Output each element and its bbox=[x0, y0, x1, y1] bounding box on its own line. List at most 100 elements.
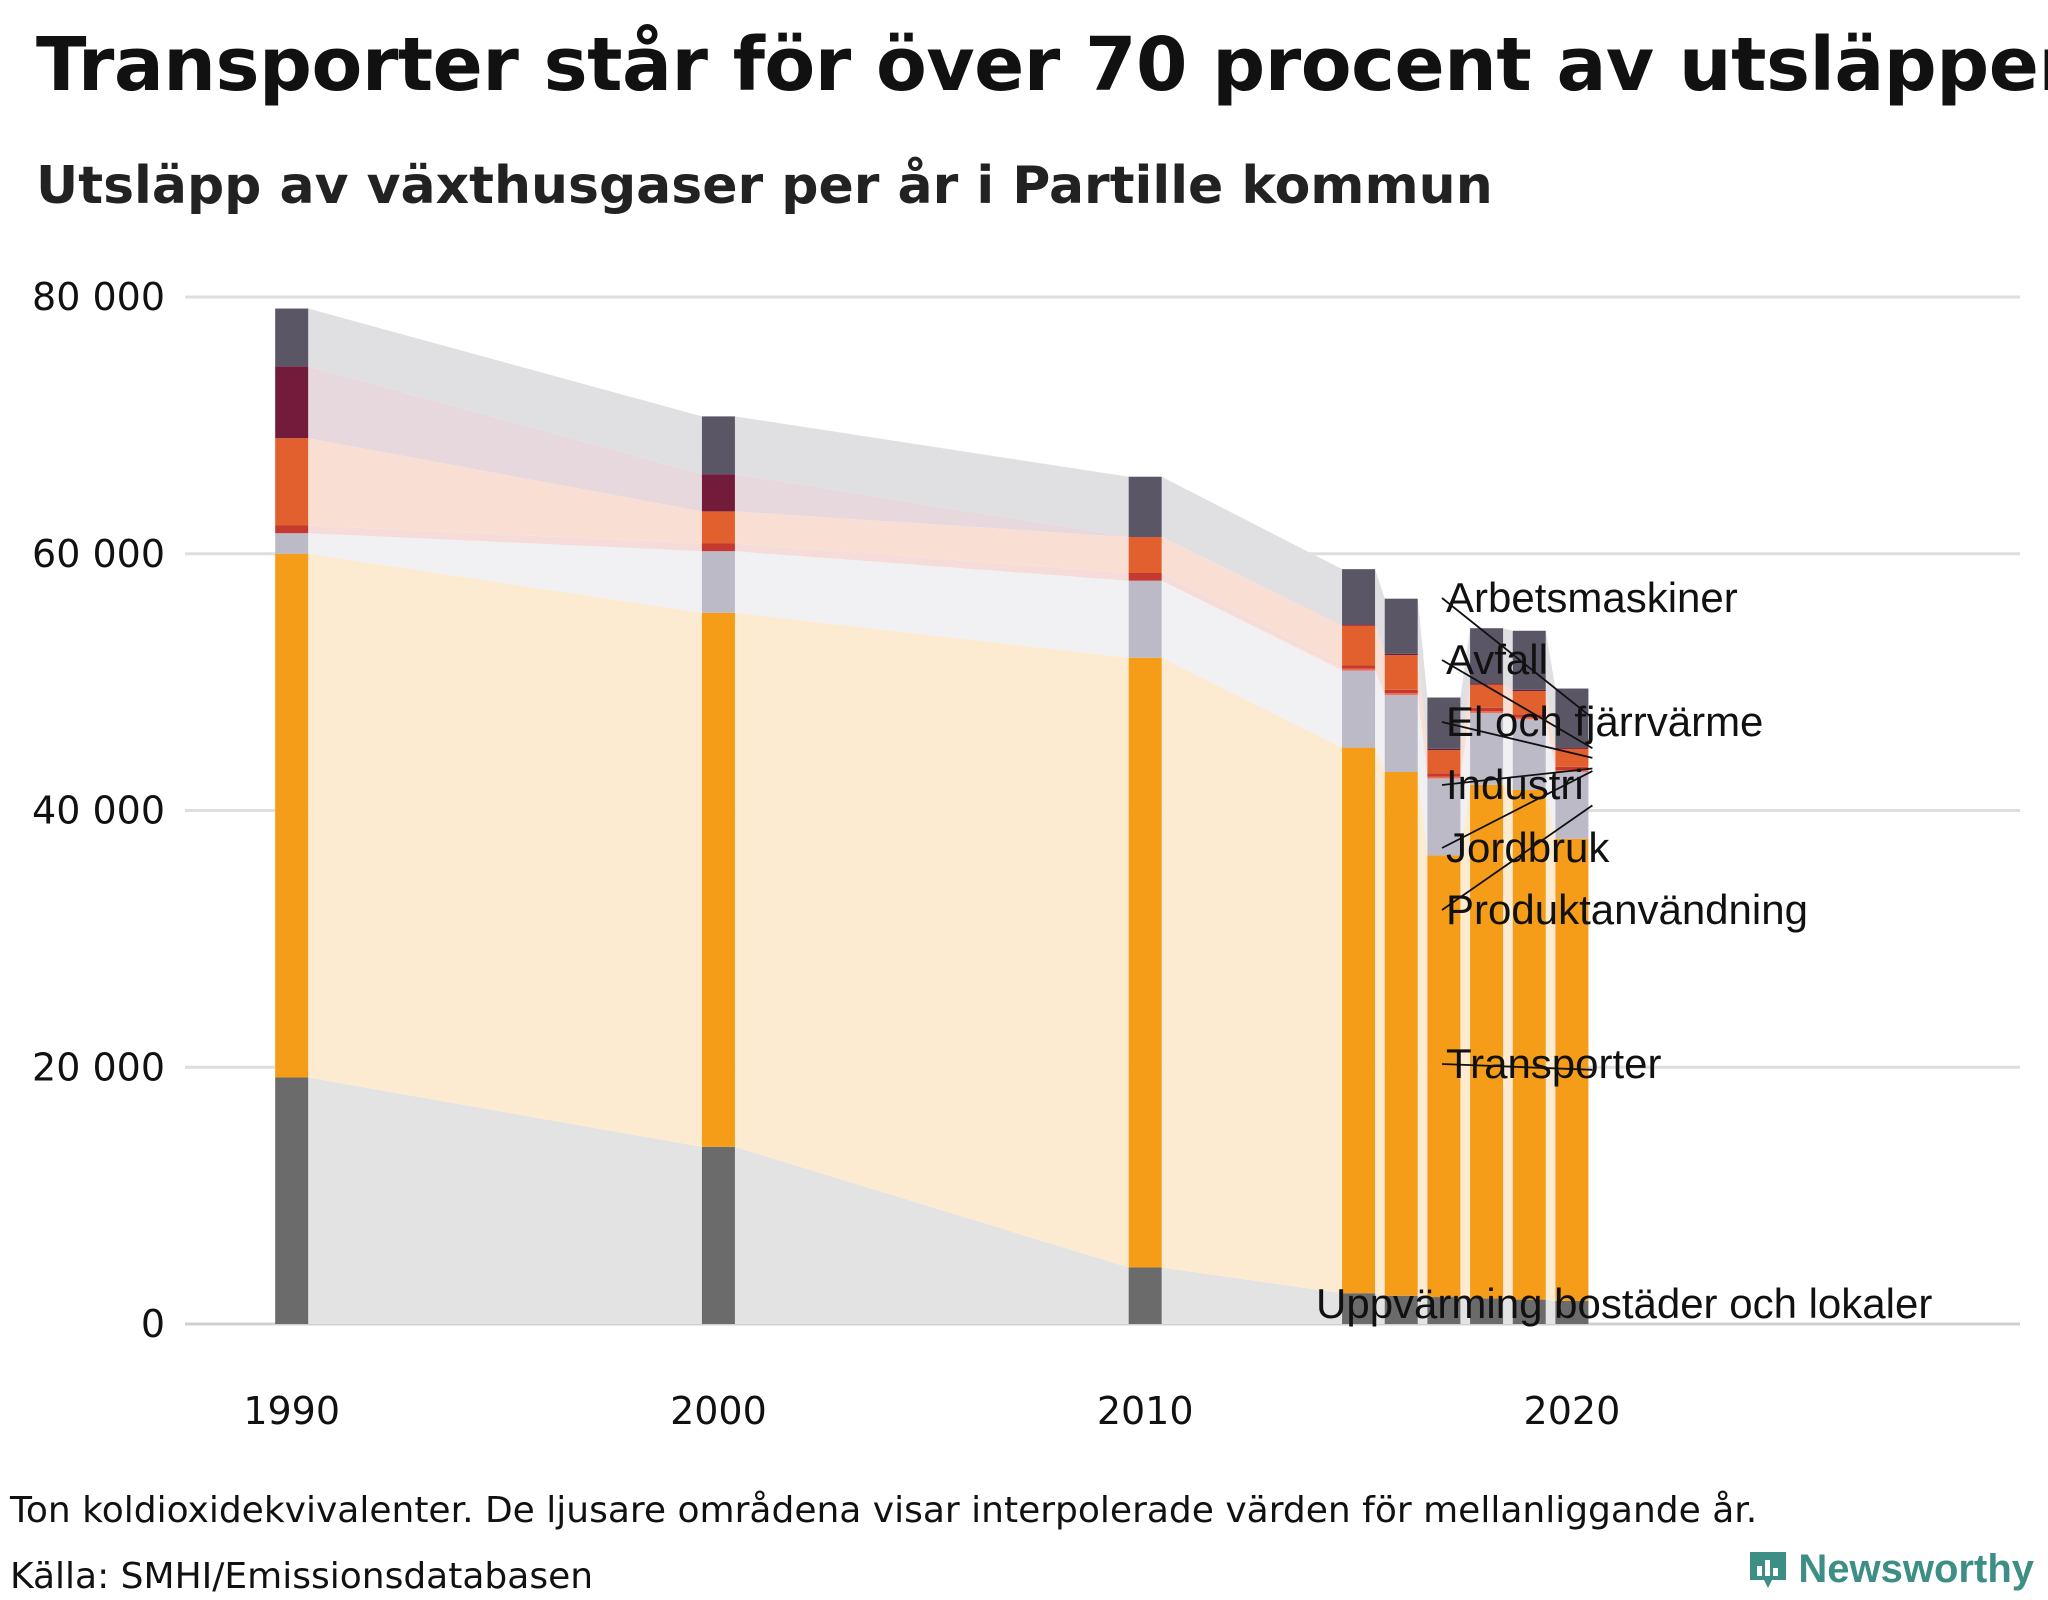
area-segment bbox=[1161, 537, 1343, 666]
area-segment bbox=[308, 1077, 702, 1324]
x-tick-label: 1990 bbox=[243, 1389, 340, 1433]
y-tick-label: 40 000 bbox=[32, 789, 165, 833]
bar-segment bbox=[1128, 573, 1162, 581]
area-segment bbox=[734, 511, 1129, 574]
bar-segment bbox=[1384, 598, 1418, 654]
area-segment bbox=[734, 543, 1129, 581]
area-segment bbox=[1375, 624, 1385, 656]
area-segment bbox=[1503, 1298, 1513, 1324]
area-segment bbox=[1375, 668, 1385, 695]
bar-segment bbox=[1427, 750, 1461, 774]
bar-segment bbox=[1342, 668, 1376, 671]
series-label: Avfall bbox=[1446, 636, 1548, 683]
bar-segment bbox=[275, 308, 309, 367]
bar-segment bbox=[1384, 693, 1418, 695]
y-tick-label: 0 bbox=[141, 1302, 165, 1346]
bar-segment bbox=[1384, 653, 1418, 656]
bar-segment bbox=[1427, 1297, 1461, 1324]
bar-segment bbox=[1427, 855, 1461, 1298]
bar-segment bbox=[275, 525, 309, 534]
area-segment bbox=[734, 416, 1129, 538]
series-label: El och fjärrvärme bbox=[1446, 698, 1763, 745]
bar-segment bbox=[1512, 691, 1546, 715]
series-label: Industri bbox=[1446, 761, 1584, 808]
area-segment bbox=[1460, 628, 1471, 749]
y-tick-label: 80 000 bbox=[32, 275, 165, 319]
area-segment bbox=[1161, 1267, 1343, 1324]
bar-segment bbox=[1470, 711, 1504, 713]
bar-segment bbox=[1470, 712, 1504, 785]
area-segment bbox=[1375, 747, 1385, 1296]
area-segment bbox=[1503, 784, 1513, 1300]
area-segment bbox=[1545, 789, 1556, 1301]
area-segment bbox=[1417, 598, 1428, 749]
area-segment bbox=[734, 551, 1129, 658]
bar-segment bbox=[1128, 657, 1162, 1268]
bar-segment bbox=[1470, 628, 1504, 684]
x-tick-label: 2000 bbox=[670, 1389, 767, 1433]
series-label: Jordbruk bbox=[1446, 824, 1610, 871]
area-segment bbox=[1460, 684, 1471, 774]
area-segment bbox=[1417, 771, 1428, 1298]
bar-segment bbox=[1427, 778, 1461, 856]
area-segment bbox=[1161, 476, 1343, 625]
bar-segment bbox=[1470, 707, 1504, 712]
bar-segment bbox=[275, 1077, 309, 1324]
bar-segment bbox=[1128, 1267, 1162, 1324]
bar-segment bbox=[1555, 1300, 1589, 1324]
stacked-bars bbox=[275, 308, 1589, 1324]
bar-segment bbox=[1384, 694, 1418, 772]
bar-segment bbox=[1427, 776, 1461, 779]
area-segment bbox=[1161, 580, 1343, 671]
bar-segment bbox=[1384, 689, 1418, 694]
area-segment bbox=[1375, 665, 1385, 694]
bar-segment bbox=[1342, 747, 1376, 1294]
brand-logo[interactable]: Newsworthy bbox=[1746, 1547, 2034, 1592]
bar-segment bbox=[275, 533, 309, 554]
area-segment bbox=[1417, 1295, 1428, 1324]
bar-segment bbox=[701, 511, 735, 544]
series-label: Arbetsmaskiner bbox=[1446, 574, 1738, 621]
y-tick-label: 20 000 bbox=[32, 1045, 165, 1089]
bar-segment bbox=[1470, 683, 1504, 685]
area-segment bbox=[1545, 719, 1556, 839]
x-tick-label: 2010 bbox=[1097, 1389, 1194, 1433]
series-labels: Arbetsmaskiner Avfall El och fjärrvärme Ind… bbox=[1316, 574, 1932, 1327]
interpolated-areas bbox=[308, 308, 1556, 1324]
area-segment bbox=[734, 1146, 1129, 1324]
leader-line bbox=[1441, 804, 1593, 911]
bar-segment bbox=[1512, 1299, 1546, 1324]
area-segment bbox=[1503, 707, 1513, 718]
area-segment bbox=[1503, 683, 1513, 692]
area-segment bbox=[1375, 670, 1385, 772]
bar-segment bbox=[1427, 773, 1461, 777]
series-label: Produktanvändning bbox=[1446, 886, 1808, 933]
bar-segment bbox=[1384, 771, 1418, 1296]
area-segment bbox=[1503, 712, 1513, 790]
bar-segment bbox=[1384, 655, 1418, 690]
axis-labels: 0 20 000 40 000 60 000 80 000 1990 2000 2010 202… bbox=[32, 275, 1620, 1433]
bar-segment bbox=[1342, 670, 1376, 748]
area-segment bbox=[1460, 712, 1471, 856]
area-segment bbox=[734, 612, 1129, 1268]
bar-segment bbox=[701, 612, 735, 1147]
area-segment bbox=[1545, 1299, 1556, 1324]
bar-segment bbox=[701, 416, 735, 475]
area-segment bbox=[1417, 694, 1428, 856]
bar-segment bbox=[275, 438, 309, 526]
area-segment bbox=[1545, 714, 1556, 771]
bar-segment bbox=[1555, 747, 1589, 749]
area-segment bbox=[308, 533, 702, 613]
bar-segment bbox=[1512, 689, 1546, 692]
leader-line bbox=[1441, 1063, 1593, 1071]
leader-line bbox=[1441, 767, 1593, 786]
bar-segment bbox=[1128, 580, 1162, 658]
area-segment bbox=[1460, 683, 1471, 751]
area-segment bbox=[1417, 655, 1428, 774]
area-segment bbox=[1161, 657, 1343, 1294]
bar-segment bbox=[1512, 630, 1546, 690]
series-label: Transporter bbox=[1446, 1040, 1662, 1087]
bar-segment bbox=[1512, 717, 1546, 720]
emissions-chart: Arbetsmaskiner Avfall El och fjärrvärme Ind… bbox=[32, 275, 2020, 1433]
bar-segment bbox=[1342, 1293, 1376, 1324]
